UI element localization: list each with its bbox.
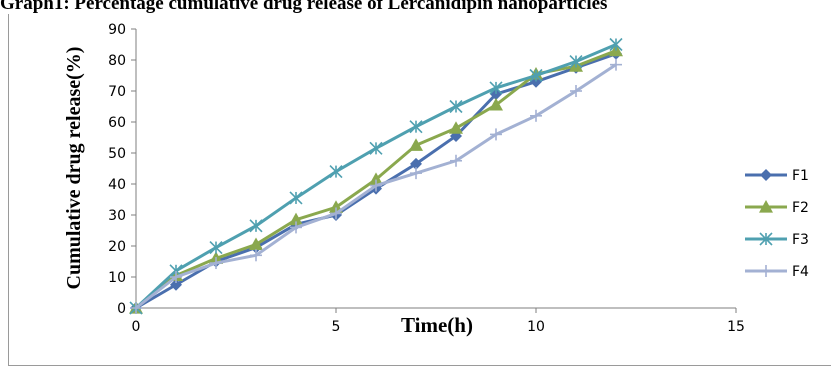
legend-item: F2 bbox=[745, 200, 809, 216]
data-point bbox=[490, 128, 502, 141]
data-point bbox=[449, 121, 463, 134]
y-tick-label: 60 bbox=[108, 115, 126, 131]
data-point bbox=[249, 219, 263, 233]
data-point bbox=[450, 154, 462, 167]
legend-swatch-marker bbox=[759, 232, 773, 246]
series-f4 bbox=[130, 58, 622, 314]
data-point bbox=[329, 165, 343, 179]
y-tick-label: 90 bbox=[108, 22, 126, 38]
data-point bbox=[409, 138, 423, 151]
data-point bbox=[609, 37, 623, 52]
data-point bbox=[250, 249, 262, 262]
data-point bbox=[570, 85, 582, 97]
axes bbox=[135, 29, 736, 309]
data-point bbox=[410, 167, 422, 180]
data-point bbox=[569, 54, 583, 69]
data-point bbox=[369, 141, 383, 155]
legend-swatch-marker bbox=[760, 265, 772, 277]
data-point bbox=[289, 212, 303, 226]
data-point bbox=[410, 157, 422, 170]
y-tick-label: 40 bbox=[108, 177, 126, 193]
data-point bbox=[209, 240, 223, 255]
data-point bbox=[489, 81, 503, 95]
y-tick-label: 10 bbox=[108, 270, 126, 286]
data-point bbox=[289, 191, 303, 205]
series-group bbox=[129, 37, 623, 315]
legend-swatch-marker bbox=[759, 200, 773, 213]
x-tick-label: 10 bbox=[527, 319, 545, 335]
y-tick-label: 50 bbox=[108, 146, 126, 162]
y-tick-label: 70 bbox=[108, 84, 126, 100]
legend-swatch-marker bbox=[760, 169, 772, 181]
data-point bbox=[409, 120, 423, 134]
series-f3 bbox=[129, 37, 623, 315]
legend-label: F2 bbox=[792, 200, 809, 216]
data-point bbox=[290, 221, 302, 234]
y-tick-label: 20 bbox=[108, 239, 126, 255]
chart-title: Graph1: Percentage cumulative drug relea… bbox=[0, 0, 608, 14]
y-ticks: 0 10 20 30 40 50 60 70 80 90 bbox=[108, 22, 136, 317]
data-point bbox=[370, 179, 382, 192]
legend: F1 F2 F3 F4 bbox=[745, 168, 809, 280]
legend-label: F3 bbox=[792, 232, 809, 248]
data-point bbox=[249, 237, 263, 251]
data-point bbox=[330, 207, 342, 220]
data-point bbox=[529, 68, 543, 83]
data-point bbox=[170, 278, 182, 291]
y-tick-label: 0 bbox=[117, 301, 126, 317]
data-point bbox=[210, 257, 222, 270]
x-tick-label: 5 bbox=[332, 319, 341, 335]
legend-label: F4 bbox=[792, 264, 809, 280]
series-f2 bbox=[129, 43, 623, 314]
legend-item: F3 bbox=[745, 232, 809, 248]
data-point bbox=[369, 172, 383, 185]
data-point bbox=[170, 271, 182, 283]
data-point bbox=[449, 99, 463, 114]
x-tick-label: 0 bbox=[132, 319, 141, 335]
y-tick-label: 30 bbox=[108, 208, 126, 224]
x-axis-title: Time(h) bbox=[401, 313, 473, 337]
data-point bbox=[610, 58, 622, 71]
chart-frame bbox=[8, 14, 831, 366]
x-tick-label: 15 bbox=[727, 319, 745, 335]
legend-label: F1 bbox=[792, 168, 809, 184]
y-tick-label: 80 bbox=[108, 53, 126, 69]
legend-item: F1 bbox=[745, 168, 809, 184]
legend-item: F4 bbox=[745, 264, 809, 280]
y-axis-title: Cumulative drug release(%) bbox=[63, 47, 85, 290]
data-point bbox=[489, 97, 503, 111]
data-point bbox=[530, 109, 542, 122]
x-ticks: 0 5 10 15 bbox=[132, 308, 745, 335]
data-point bbox=[130, 302, 142, 314]
